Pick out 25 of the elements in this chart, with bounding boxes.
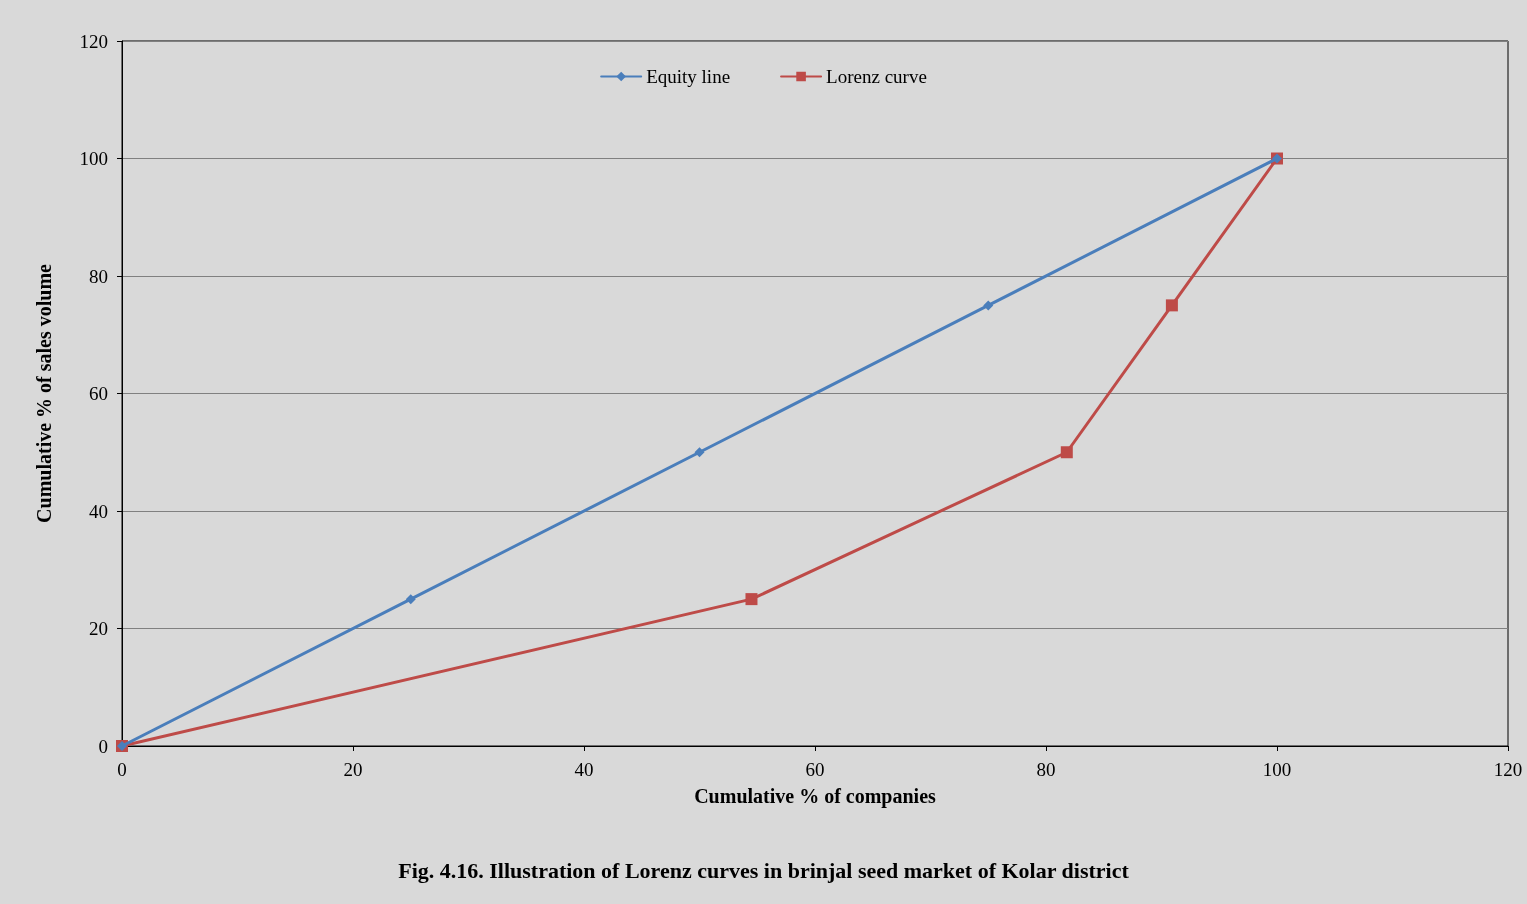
x-tick-label: 120: [1493, 759, 1523, 780]
y-tick-label: 100: [79, 148, 108, 169]
x-tick-label: 100: [1262, 759, 1292, 780]
point: [1060, 446, 1073, 459]
point: [745, 593, 758, 606]
x-tick-label: 80: [1036, 759, 1056, 780]
y-tick-label: 80: [89, 265, 108, 287]
legend-label: Lorenz curve: [826, 66, 927, 87]
x-tick-label: 0: [117, 759, 127, 780]
point: [983, 300, 994, 311]
y-axis-title: Cumulative % of sales volume: [33, 263, 55, 523]
y-tick-label: 20: [89, 618, 108, 639]
legend-label: Equity line: [646, 66, 731, 87]
y-tick-label: 120: [79, 30, 108, 52]
y-tick-label: 60: [89, 383, 108, 404]
x-tick-label: 20: [343, 759, 363, 780]
point: [694, 447, 705, 458]
y-tick-label: 40: [89, 500, 108, 522]
point: [1165, 299, 1178, 312]
x-tick-label: 40: [574, 759, 594, 780]
y-tick-label: 0: [98, 735, 108, 757]
x-axis-title: Cumulative % of companies: [694, 785, 937, 808]
point: [405, 594, 416, 605]
x-tick-label: 60: [805, 759, 825, 780]
text: Fig. 4.16. Illustration of Lorenz curves in brinjal seed market of Kolar district: [398, 857, 1130, 883]
